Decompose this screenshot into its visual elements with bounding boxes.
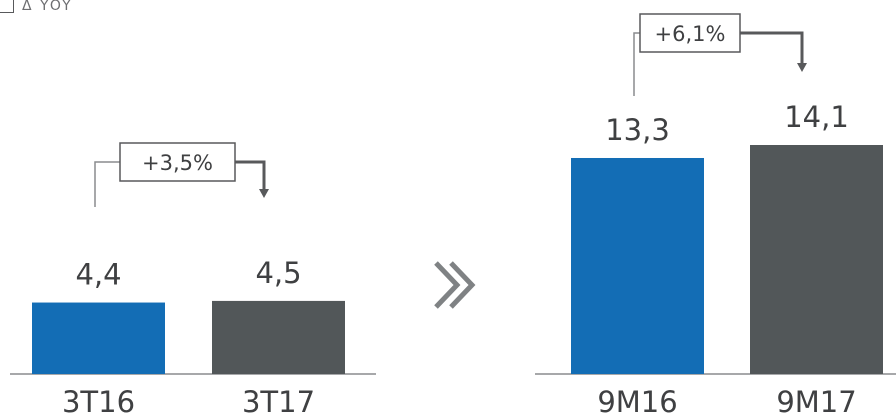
double-chevron-right-icon: [434, 261, 461, 309]
legend: Δ YOY: [0, 0, 73, 16]
arrow-down-icon: [259, 189, 269, 198]
connector-line-left: [633, 32, 640, 96]
bracket-box-icon: [0, 0, 14, 13]
value-label: 4,5: [255, 256, 301, 290]
connector-line-right: [235, 160, 266, 190]
change-label-box: [639, 13, 741, 53]
category-label: 3T16: [62, 385, 135, 419]
value-label: 4,4: [75, 258, 121, 292]
category-label: 9M17: [776, 385, 856, 419]
category-label: 9M16: [597, 385, 677, 419]
bar-9m16: [571, 157, 704, 374]
bar-9m17: [750, 145, 883, 374]
change-label: +3,5%: [142, 151, 213, 175]
legend-label: Δ YOY: [22, 0, 73, 14]
change-label-box: [119, 142, 236, 182]
value-label: 13,3: [605, 113, 670, 147]
category-label: 3T17: [242, 385, 315, 419]
change-label: +6,1%: [655, 22, 726, 46]
arrow-down-icon: [797, 63, 807, 72]
bar-3t17: [212, 300, 345, 374]
connector-line-right: [740, 31, 804, 64]
value-label: 14,1: [784, 100, 849, 134]
connector-line-left: [94, 161, 120, 207]
bar-3t16: [32, 302, 165, 374]
double-chevron-right-icon-inner: [449, 261, 476, 309]
